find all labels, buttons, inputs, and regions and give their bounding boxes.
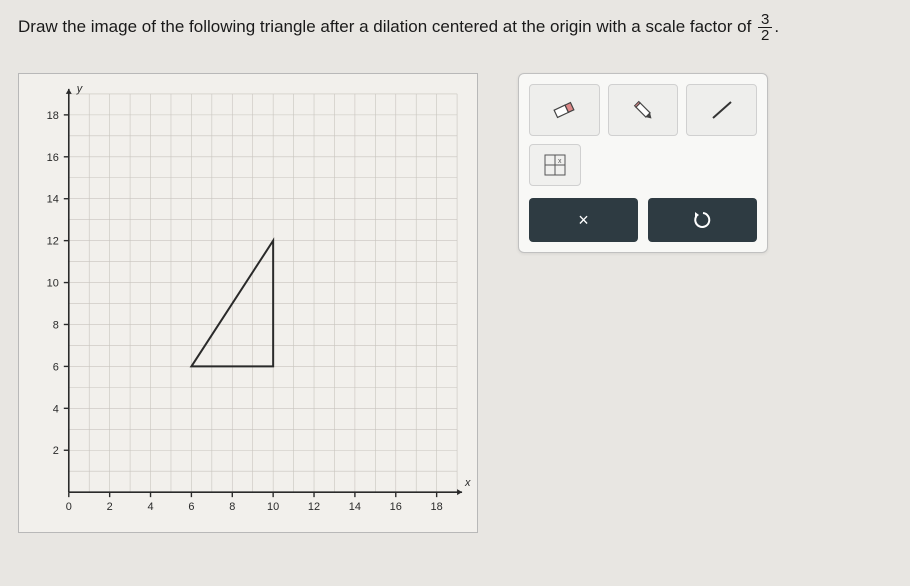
svg-text:2: 2 [53,445,59,457]
pencil-icon [628,98,658,122]
svg-text:6: 6 [53,361,59,373]
fraction-numerator: 3 [758,12,772,28]
scale-factor-fraction: 3 2 [758,12,772,43]
pencil-tool-button[interactable] [608,84,679,136]
grid-toggle-button[interactable]: x [529,144,581,186]
svg-text:4: 4 [53,403,59,415]
question-prefix: Draw the image of the following triangle… [18,17,756,36]
svg-text:10: 10 [267,501,279,513]
coordinate-graph[interactable]: 0 2 4 6 8 10 12 14 16 18 2 4 6 8 10 12 14 16 18 x y [18,73,478,533]
eraser-tool-button[interactable] [529,84,600,136]
tool-panel: x × [518,73,768,253]
svg-text:12: 12 [47,236,59,248]
svg-text:2: 2 [107,501,113,513]
question-suffix: . [774,17,779,36]
svg-text:14: 14 [47,194,59,206]
svg-text:14: 14 [349,501,361,513]
svg-text:0: 0 [66,501,72,513]
eraser-icon [549,98,579,122]
grid-icon: x [542,152,568,178]
svg-text:x: x [558,158,562,165]
svg-text:10: 10 [47,278,59,290]
close-button[interactable]: × [529,198,638,242]
svg-text:8: 8 [229,501,235,513]
svg-text:6: 6 [188,501,194,513]
question-text: Draw the image of the following triangle… [18,12,892,43]
svg-text:16: 16 [390,501,402,513]
line-tool-button[interactable] [686,84,757,136]
line-icon [707,98,737,122]
svg-text:4: 4 [147,501,153,513]
svg-text:y: y [76,83,84,95]
close-icon: × [578,210,589,231]
fraction-denominator: 2 [758,28,772,43]
reset-icon [693,210,713,230]
svg-text:18: 18 [47,110,59,122]
svg-text:8: 8 [53,319,59,331]
svg-text:18: 18 [431,501,443,513]
svg-text:x: x [464,477,471,489]
svg-text:12: 12 [308,501,320,513]
reset-button[interactable] [648,198,757,242]
svg-text:16: 16 [47,152,59,164]
